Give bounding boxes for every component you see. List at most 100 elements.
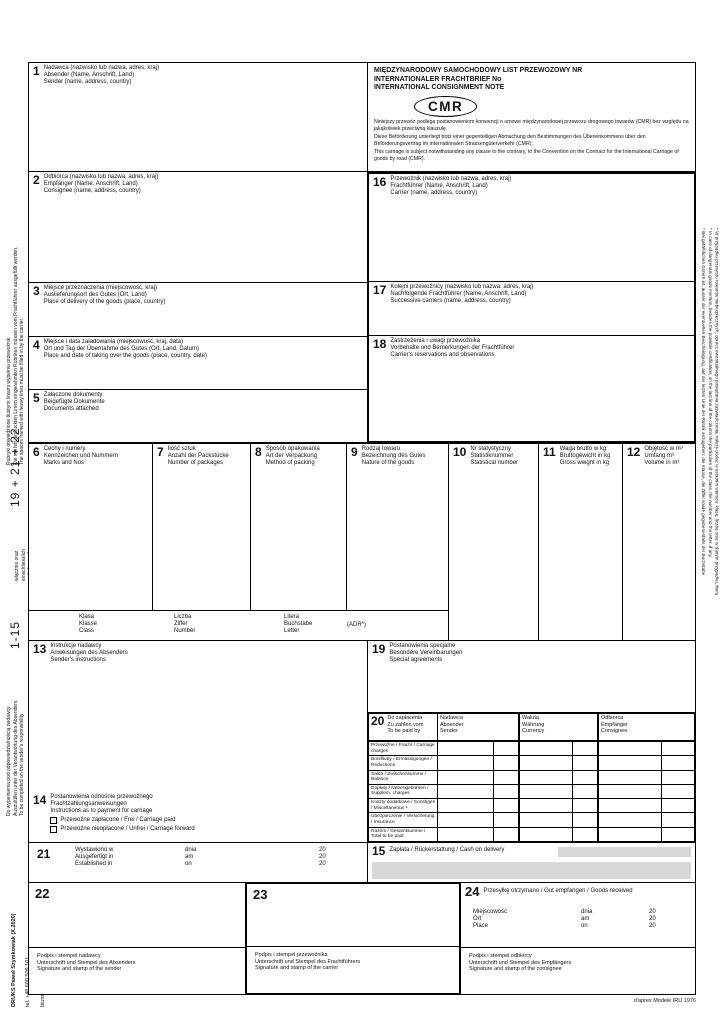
charge-cell[interactable] xyxy=(661,799,694,813)
box-16-carrier: 16 Przewoźnik (nazwisko lub nazwa, adres,… xyxy=(369,174,694,282)
paid-by-header-cell: 20 Do zapłacenia Zu zahlen vom To be paid… xyxy=(369,714,437,740)
charge-cell[interactable] xyxy=(437,799,493,813)
box-22-stamp-area[interactable] xyxy=(31,903,243,946)
box-8-number: 8 xyxy=(255,445,262,459)
charge-cell[interactable] xyxy=(518,799,572,813)
box-15-entry-strip-bottom[interactable] xyxy=(372,862,691,879)
charge-cell[interactable] xyxy=(661,756,694,770)
charge-cell[interactable] xyxy=(661,827,694,841)
box-7-number: 7 xyxy=(157,445,164,459)
charge-cell[interactable] xyxy=(437,827,493,841)
charge-cell[interactable] xyxy=(661,784,694,799)
box-13-label: Instrukcje nadawcy Anweisungen des Absen… xyxy=(50,643,128,664)
box-10-number: 10 xyxy=(453,445,467,459)
charge-cell[interactable] xyxy=(493,742,518,756)
carriage-forward-option[interactable]: Przewoźne nieopłacone / Unfrei / Carriag… xyxy=(50,825,195,833)
charge-cell[interactable] xyxy=(572,813,597,827)
paid-by-label: Do zapłacenia Zu zahlen vom To be paid b… xyxy=(387,715,424,735)
box-18-entry-area[interactable] xyxy=(370,362,693,440)
box-11-number: 11 xyxy=(543,445,556,459)
box-19-entry-area[interactable] xyxy=(369,669,694,711)
margin-sender-note: Do wypełnienia pod odpowiedzialnością na… xyxy=(6,700,25,816)
legal-text-en: This carriage is subject notwithstanding… xyxy=(374,149,679,162)
charge-cell[interactable] xyxy=(493,799,518,813)
box-1-sender: 1 Nadawca (nazwisko lub nazwa, adres, kra… xyxy=(28,62,369,172)
charge-cell[interactable] xyxy=(572,784,597,799)
box-2-entry-area[interactable] xyxy=(30,198,367,281)
charges-row-carriage: Przewoźne / Fracht / Carriage charges xyxy=(369,741,694,756)
charge-cell[interactable] xyxy=(572,799,597,813)
charge-cell[interactable] xyxy=(518,770,572,784)
charge-cell[interactable] xyxy=(597,756,661,770)
footnote-de: * Bei gefährlichen Gütern ist, ausser de… xyxy=(700,228,706,576)
charge-cell[interactable] xyxy=(597,799,661,813)
box-23-stamp-area[interactable] xyxy=(249,904,457,945)
box-24-date-words: dnia am on xyxy=(581,909,593,930)
charge-cell[interactable] xyxy=(437,784,493,799)
charge-cell[interactable] xyxy=(437,756,493,770)
charge-cell[interactable] xyxy=(572,756,597,770)
charge-cell[interactable] xyxy=(437,770,493,784)
consignee-signature-caption: Podpis i stempel odbiorcy Unterschrift u… xyxy=(469,953,572,973)
charge-cell[interactable] xyxy=(661,813,694,827)
box-12-label: Objętość w m³ Umfang m³ Volume in m³ xyxy=(644,446,683,467)
carriage-paid-option[interactable]: Przewoźne zapłacone / Frei / Carriage pa… xyxy=(50,817,194,825)
charge-cell[interactable] xyxy=(661,742,694,756)
charge-cell[interactable] xyxy=(518,742,572,756)
charge-cell[interactable] xyxy=(597,827,661,841)
row-label: Przewoźne / Fracht / Carriage charges xyxy=(371,743,435,754)
sender-signature-zone[interactable]: Podpis i stempel nadawcy Unterschrift un… xyxy=(29,947,245,994)
charge-cell[interactable] xyxy=(493,827,518,841)
box-16-entry-area[interactable] xyxy=(370,200,693,280)
charge-cell[interactable] xyxy=(493,813,518,827)
box-10-entry-area[interactable] xyxy=(450,472,537,639)
charge-cell[interactable] xyxy=(597,784,661,799)
box-7-entry-area[interactable] xyxy=(154,472,249,609)
box-17-entry-area[interactable] xyxy=(370,308,693,334)
box-15-entry-strip-top[interactable] xyxy=(558,847,691,857)
charge-cell[interactable] xyxy=(518,827,572,841)
charge-cell[interactable] xyxy=(437,813,493,827)
box-24-number: 24 xyxy=(465,884,480,899)
charge-cell[interactable] xyxy=(493,756,518,770)
charge-cell[interactable] xyxy=(518,756,572,770)
box-4-entry-area[interactable] xyxy=(30,363,367,388)
charge-cell[interactable] xyxy=(572,770,597,784)
charge-cell[interactable] xyxy=(597,813,661,827)
carrier-boxes-16-18: 16 Przewoźnik (nazwisko lub nazwa, adres,… xyxy=(367,172,696,443)
box-15-header: 15 Zapłata / Rückerstattung / Cash on del… xyxy=(368,843,695,859)
charge-cell[interactable] xyxy=(661,770,694,784)
box-8-entry-area[interactable] xyxy=(252,472,345,609)
charge-cell[interactable] xyxy=(437,742,493,756)
charge-cell[interactable] xyxy=(518,784,572,799)
box-11-gross-weight: 11 Waga brutto w kg Bruttogewicht in kg G… xyxy=(538,443,623,641)
box-8-header: 8 Sposób opakowania Art der Verpackung Me… xyxy=(251,444,346,470)
box-21-date-words: dnia am on xyxy=(185,847,197,868)
carriage-forward-checkbox[interactable] xyxy=(50,825,58,833)
box-13-entry-area[interactable] xyxy=(30,669,367,791)
box-21-number: 21 xyxy=(37,847,51,861)
charge-cell[interactable] xyxy=(518,813,572,827)
box-9-entry-area[interactable] xyxy=(348,472,447,609)
consignee-signature-zone[interactable]: Podpis i stempel odbiorcy Unterschrift u… xyxy=(461,947,695,994)
box-3-number: 3 xyxy=(33,284,40,298)
box-8-packing: 8 Sposób opakowania Art der Verpackung Me… xyxy=(250,443,347,611)
box-13-header: 13 Instrukcje nadawcy Anweisungen des Abs… xyxy=(29,641,368,667)
box-12-entry-area[interactable] xyxy=(624,472,694,639)
box-3-entry-area[interactable] xyxy=(30,309,367,335)
box-11-entry-area[interactable] xyxy=(540,472,621,639)
carriage-paid-checkbox[interactable] xyxy=(50,817,58,825)
box-18-header: 18 Zastrzeżenia i uwagi przewoźnika Vorbe… xyxy=(369,336,694,362)
charge-cell[interactable] xyxy=(597,742,661,756)
charge-cell[interactable] xyxy=(493,784,518,799)
box-1-entry-area[interactable] xyxy=(30,89,367,170)
box-6-entry-area[interactable] xyxy=(30,472,151,609)
box-18-label: Zastrzeżenia i uwagi przewoźnika Vorbeha… xyxy=(390,338,515,359)
carrier-signature-zone[interactable]: Podpis i stempel przewoźnika Unterschrif… xyxy=(247,946,459,993)
box-5-entry-area[interactable] xyxy=(30,416,367,441)
charge-cell[interactable] xyxy=(572,742,597,756)
box-11-label: Waga brutto w kg Bruttogewicht in kg Gro… xyxy=(559,446,611,467)
charge-cell[interactable] xyxy=(597,770,661,784)
charge-cell[interactable] xyxy=(572,827,597,841)
charge-cell[interactable] xyxy=(493,770,518,784)
